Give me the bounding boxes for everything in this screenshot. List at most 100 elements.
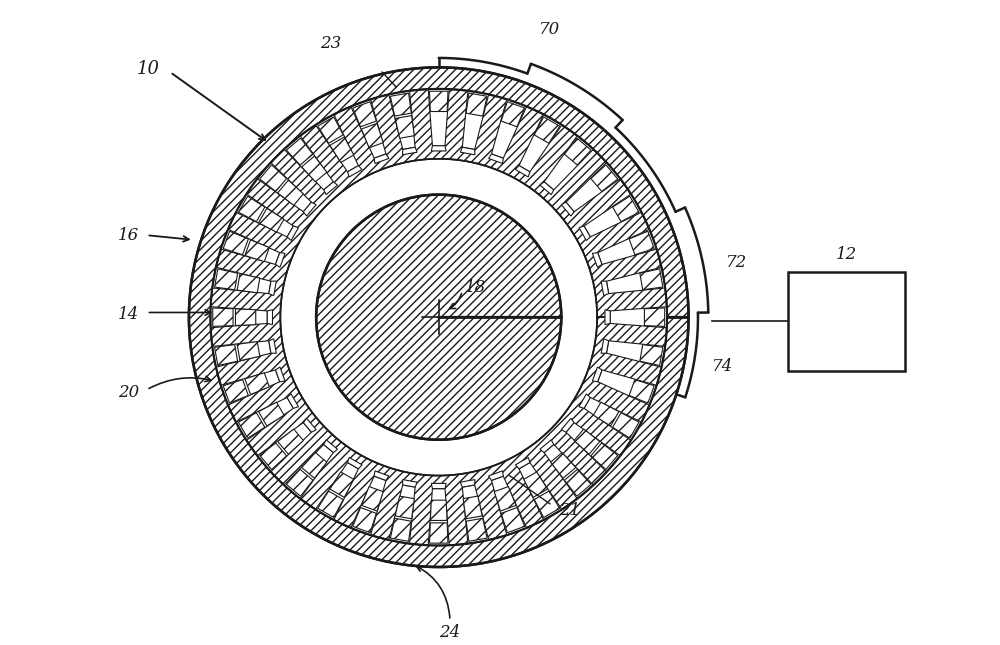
Polygon shape	[574, 429, 600, 454]
Polygon shape	[267, 310, 273, 324]
Polygon shape	[605, 310, 610, 324]
Polygon shape	[519, 115, 562, 172]
Polygon shape	[235, 309, 256, 326]
Polygon shape	[361, 123, 383, 148]
Polygon shape	[395, 115, 414, 138]
Text: 70: 70	[539, 21, 561, 38]
Polygon shape	[460, 480, 475, 487]
Polygon shape	[212, 341, 271, 367]
Polygon shape	[564, 470, 591, 496]
Polygon shape	[403, 480, 417, 487]
Polygon shape	[429, 91, 448, 112]
Polygon shape	[591, 165, 618, 192]
Polygon shape	[629, 231, 654, 255]
Text: 24: 24	[439, 624, 461, 642]
Polygon shape	[259, 208, 284, 232]
Polygon shape	[374, 471, 389, 481]
Polygon shape	[213, 308, 233, 326]
Polygon shape	[606, 341, 665, 367]
Polygon shape	[640, 344, 663, 366]
Polygon shape	[269, 339, 276, 353]
Polygon shape	[462, 91, 489, 150]
Polygon shape	[431, 146, 446, 151]
Polygon shape	[566, 163, 620, 212]
Text: 12: 12	[836, 246, 857, 263]
Text: 74: 74	[712, 358, 733, 375]
Polygon shape	[351, 476, 386, 535]
Polygon shape	[287, 226, 298, 241]
Text: 10: 10	[137, 60, 160, 78]
Polygon shape	[257, 422, 311, 471]
Polygon shape	[316, 115, 358, 172]
Polygon shape	[579, 394, 590, 408]
Polygon shape	[221, 230, 280, 264]
Polygon shape	[501, 102, 525, 127]
Polygon shape	[491, 99, 527, 158]
Polygon shape	[428, 489, 449, 545]
Polygon shape	[302, 453, 327, 478]
Polygon shape	[330, 137, 354, 163]
Polygon shape	[551, 453, 576, 478]
Polygon shape	[584, 397, 641, 441]
Polygon shape	[540, 440, 554, 453]
Polygon shape	[316, 462, 358, 520]
Polygon shape	[403, 147, 417, 155]
Text: 18: 18	[465, 279, 486, 295]
Text: 16: 16	[118, 226, 139, 244]
Polygon shape	[237, 342, 260, 361]
Text: 72: 72	[726, 254, 747, 271]
Polygon shape	[278, 180, 303, 205]
Polygon shape	[260, 165, 287, 192]
Polygon shape	[566, 422, 620, 471]
Polygon shape	[462, 485, 489, 544]
Polygon shape	[644, 308, 665, 326]
Polygon shape	[284, 444, 333, 499]
Polygon shape	[544, 444, 593, 499]
Polygon shape	[236, 194, 293, 237]
Polygon shape	[613, 413, 639, 438]
Polygon shape	[592, 253, 602, 267]
Polygon shape	[561, 419, 574, 432]
Polygon shape	[302, 156, 327, 182]
Polygon shape	[275, 253, 285, 267]
Polygon shape	[515, 457, 530, 469]
Text: 14: 14	[118, 306, 139, 323]
Polygon shape	[351, 99, 386, 158]
Polygon shape	[579, 226, 590, 241]
Polygon shape	[389, 485, 415, 544]
Polygon shape	[212, 267, 271, 293]
Polygon shape	[269, 281, 276, 295]
Polygon shape	[519, 462, 562, 520]
Polygon shape	[318, 117, 343, 143]
Polygon shape	[257, 163, 311, 212]
Polygon shape	[223, 380, 248, 403]
Polygon shape	[540, 182, 554, 195]
Polygon shape	[374, 154, 389, 164]
Polygon shape	[353, 102, 376, 127]
Polygon shape	[348, 457, 362, 469]
Polygon shape	[238, 413, 265, 438]
Polygon shape	[466, 93, 487, 116]
Polygon shape	[515, 166, 530, 177]
Polygon shape	[534, 117, 560, 143]
Polygon shape	[284, 136, 333, 190]
Polygon shape	[223, 231, 248, 255]
Text: 21: 21	[559, 502, 581, 519]
Polygon shape	[236, 397, 293, 441]
Polygon shape	[286, 138, 313, 165]
Polygon shape	[601, 339, 609, 353]
Polygon shape	[361, 486, 383, 511]
Polygon shape	[278, 429, 303, 454]
Polygon shape	[460, 147, 475, 155]
Polygon shape	[238, 196, 265, 222]
Polygon shape	[610, 306, 667, 328]
Polygon shape	[544, 136, 593, 190]
Polygon shape	[613, 196, 639, 222]
Polygon shape	[390, 519, 411, 541]
Polygon shape	[592, 367, 602, 382]
Polygon shape	[215, 269, 238, 290]
Polygon shape	[501, 508, 525, 533]
Polygon shape	[211, 89, 667, 545]
Polygon shape	[593, 402, 619, 426]
Polygon shape	[428, 89, 449, 146]
